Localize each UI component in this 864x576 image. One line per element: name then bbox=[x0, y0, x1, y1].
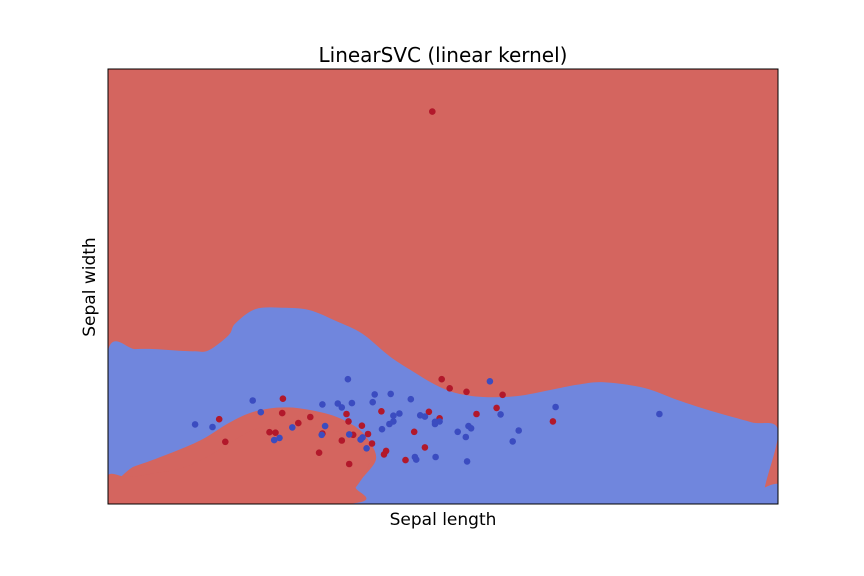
data-point-class-0 bbox=[279, 395, 287, 403]
data-point-class-1 bbox=[319, 401, 326, 408]
data-point-class-0 bbox=[499, 391, 506, 399]
data-point-class-1 bbox=[348, 399, 356, 407]
data-point-class-0 bbox=[446, 385, 454, 392]
data-point-class-0 bbox=[402, 456, 409, 464]
data-point-class-1 bbox=[357, 436, 364, 443]
data-point-class-1 bbox=[345, 431, 353, 438]
data-point-class-0 bbox=[380, 451, 388, 458]
data-point-class-1 bbox=[209, 423, 216, 431]
data-point-class-1 bbox=[270, 436, 278, 444]
data-point-class-0 bbox=[549, 418, 557, 425]
data-point-class-1 bbox=[396, 410, 403, 417]
data-point-class-1 bbox=[334, 400, 342, 407]
data-point-class-1 bbox=[421, 413, 429, 420]
data-point-class-1 bbox=[363, 445, 370, 452]
data-point-class-1 bbox=[407, 395, 415, 403]
data-point-class-0 bbox=[278, 409, 286, 417]
data-point-class-0 bbox=[222, 438, 229, 446]
data-point-class-0 bbox=[358, 422, 366, 430]
data-point-class-1 bbox=[462, 433, 470, 441]
data-point-class-0 bbox=[345, 460, 353, 468]
data-point-class-1 bbox=[454, 428, 462, 436]
decision-region-class-1 bbox=[108, 307, 778, 504]
data-point-class-0 bbox=[463, 388, 470, 396]
decision-region-class-0 bbox=[108, 423, 370, 504]
chart-title: LinearSVC (linear kernel) bbox=[319, 43, 568, 67]
data-point-class-1 bbox=[463, 458, 471, 465]
data-point-class-1 bbox=[276, 434, 283, 442]
data-point-class-0 bbox=[429, 108, 436, 115]
decision-regions bbox=[108, 69, 778, 504]
data-point-class-0 bbox=[295, 419, 302, 427]
data-points bbox=[191, 108, 663, 468]
data-point-class-1 bbox=[321, 422, 329, 430]
data-point-class-1 bbox=[371, 391, 379, 398]
data-point-class-0 bbox=[368, 440, 376, 447]
data-point-class-0 bbox=[338, 437, 346, 444]
data-point-class-0 bbox=[272, 429, 279, 437]
data-point-class-0 bbox=[315, 449, 323, 457]
data-point-class-0 bbox=[364, 430, 372, 438]
data-point-class-0 bbox=[473, 410, 480, 418]
data-point-class-0 bbox=[378, 408, 385, 415]
data-point-class-1 bbox=[378, 425, 386, 433]
data-point-class-1 bbox=[467, 425, 475, 432]
data-point-class-0 bbox=[410, 428, 418, 436]
data-point-class-1 bbox=[515, 427, 522, 434]
data-point-class-0 bbox=[438, 375, 446, 383]
data-point-class-1 bbox=[344, 375, 352, 383]
data-point-class-1 bbox=[387, 390, 395, 398]
data-point-class-1 bbox=[289, 424, 296, 431]
data-point-class-1 bbox=[249, 397, 256, 404]
data-point-class-1 bbox=[656, 410, 663, 418]
data-point-class-1 bbox=[552, 403, 559, 411]
plot-frame bbox=[107, 68, 779, 505]
data-point-class-0 bbox=[343, 410, 350, 418]
data-point-class-1 bbox=[191, 421, 199, 428]
data-point-class-1 bbox=[412, 456, 420, 463]
data-point-class-0 bbox=[266, 428, 273, 436]
data-point-class-1 bbox=[497, 411, 504, 418]
data-point-class-1 bbox=[509, 438, 516, 445]
data-point-class-0 bbox=[345, 418, 352, 425]
x-axis-label: Sepal length bbox=[390, 510, 497, 530]
data-point-class-1 bbox=[369, 398, 377, 406]
data-point-class-0 bbox=[215, 415, 223, 423]
data-point-class-1 bbox=[386, 420, 393, 428]
y-axis-label: Sepal width bbox=[80, 237, 100, 336]
data-point-class-1 bbox=[318, 431, 326, 439]
data-point-class-1 bbox=[432, 453, 439, 461]
decision-region-class-1 bbox=[757, 483, 778, 504]
data-point-class-1 bbox=[257, 408, 265, 416]
data-point-class-0 bbox=[425, 408, 433, 416]
data-point-class-0 bbox=[307, 413, 314, 421]
data-point-class-1 bbox=[486, 378, 494, 385]
data-point-class-0 bbox=[493, 404, 500, 412]
data-point-class-0 bbox=[421, 444, 429, 451]
data-point-class-1 bbox=[390, 412, 397, 420]
data-point-class-1 bbox=[431, 418, 439, 426]
